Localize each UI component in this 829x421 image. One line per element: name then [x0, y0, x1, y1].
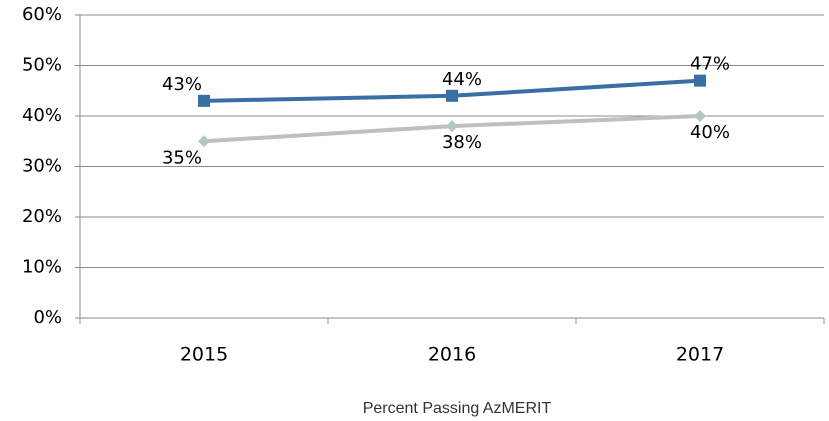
- y-tick-label: 40%: [22, 105, 62, 126]
- marker: [198, 94, 210, 107]
- y-tick-label: 30%: [22, 156, 62, 177]
- marker: [694, 110, 706, 122]
- y-tick-label: 60%: [22, 4, 62, 25]
- x-tick-label: 2015: [180, 344, 228, 366]
- marker: [446, 120, 458, 133]
- x-axis-title: Percent Passing AzMERIT: [363, 400, 552, 417]
- data-label: 43%: [162, 74, 202, 95]
- y-tick-label: 50%: [22, 55, 62, 76]
- data-label: 47%: [690, 54, 730, 75]
- marker: [446, 89, 458, 102]
- y-tick-label: 0%: [33, 307, 62, 328]
- data-label: 35%: [162, 147, 202, 168]
- x-tick-label: 2017: [676, 344, 724, 366]
- y-tick-label: 20%: [22, 206, 62, 227]
- data-label: 40%: [690, 122, 730, 143]
- data-label: 38%: [442, 132, 482, 153]
- marker: [694, 74, 706, 87]
- data-label: 44%: [442, 69, 482, 90]
- x-tick-label: 2016: [428, 344, 476, 366]
- marker: [198, 135, 210, 148]
- y-tick-label: 10%: [22, 257, 62, 278]
